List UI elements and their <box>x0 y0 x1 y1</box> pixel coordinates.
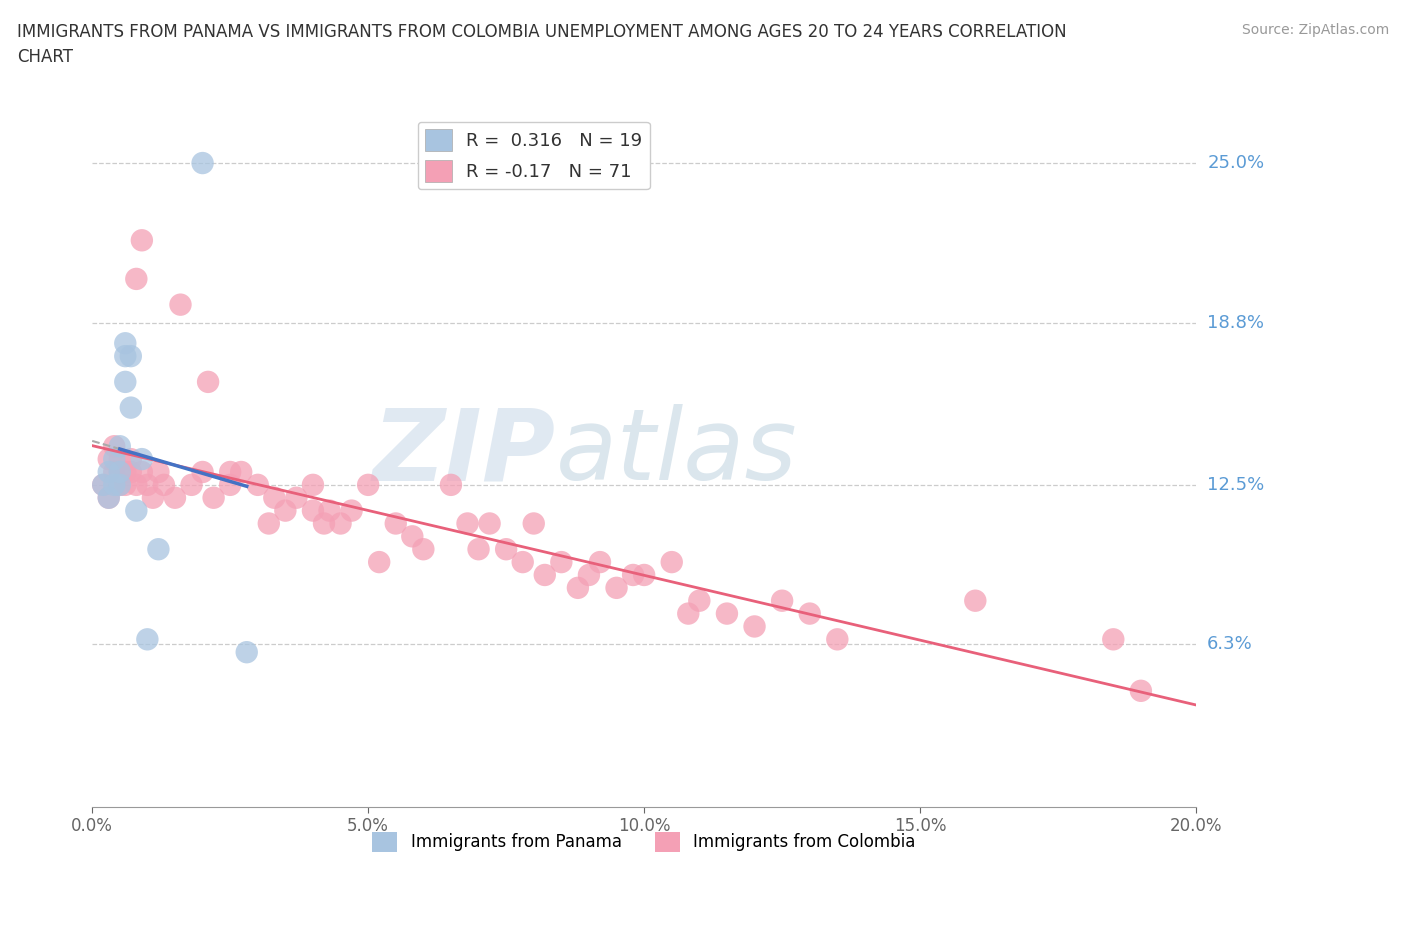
Point <box>103 465 125 480</box>
Point <box>163 490 186 505</box>
Point <box>108 465 131 480</box>
Point <box>103 452 125 467</box>
Point <box>136 631 159 646</box>
Text: Source: ZipAtlas.com: Source: ZipAtlas.com <box>1241 23 1389 37</box>
Point <box>384 516 406 531</box>
Point <box>567 580 589 595</box>
Point <box>114 349 136 364</box>
Point <box>231 465 253 480</box>
Point <box>716 606 738 621</box>
Point <box>108 477 131 492</box>
Point <box>131 232 153 247</box>
Point <box>120 400 142 415</box>
Point <box>108 465 131 480</box>
Point <box>120 452 142 467</box>
Point <box>108 477 131 492</box>
Point <box>97 490 120 505</box>
Point <box>457 516 479 531</box>
Point <box>114 465 136 480</box>
Text: 12.5%: 12.5% <box>1208 476 1264 494</box>
Text: atlas: atlas <box>555 405 797 501</box>
Point <box>97 490 120 505</box>
Text: ZIP: ZIP <box>373 405 555 501</box>
Legend: Immigrants from Panama, Immigrants from Colombia: Immigrants from Panama, Immigrants from … <box>366 825 922 858</box>
Text: IMMIGRANTS FROM PANAMA VS IMMIGRANTS FROM COLOMBIA UNEMPLOYMENT AMONG AGES 20 TO: IMMIGRANTS FROM PANAMA VS IMMIGRANTS FRO… <box>17 23 1067 66</box>
Point <box>318 503 340 518</box>
Point <box>965 593 987 608</box>
Point <box>1129 684 1152 698</box>
Point <box>191 465 214 480</box>
Point <box>103 439 125 454</box>
Point <box>340 503 363 518</box>
Point <box>495 542 517 557</box>
Point <box>799 606 821 621</box>
Point <box>108 452 131 467</box>
Point <box>329 516 352 531</box>
Point <box>263 490 285 505</box>
Point <box>120 349 142 364</box>
Point <box>235 644 257 659</box>
Point <box>219 477 242 492</box>
Point <box>412 542 434 557</box>
Point <box>114 336 136 351</box>
Point <box>91 477 114 492</box>
Text: 6.3%: 6.3% <box>1208 635 1253 654</box>
Point <box>131 465 153 480</box>
Point <box>97 465 120 480</box>
Point <box>180 477 202 492</box>
Point <box>533 567 555 582</box>
Point <box>125 272 148 286</box>
Point <box>312 516 335 531</box>
Point <box>661 554 683 569</box>
Point <box>302 477 325 492</box>
Point <box>274 503 297 518</box>
Point <box>197 375 219 390</box>
Text: 25.0%: 25.0% <box>1208 154 1264 172</box>
Point <box>401 529 423 544</box>
Point <box>744 619 766 634</box>
Point <box>169 298 191 312</box>
Point <box>120 465 142 480</box>
Point <box>621 567 644 582</box>
Point <box>108 439 131 454</box>
Point <box>246 477 269 492</box>
Point <box>153 477 176 492</box>
Point <box>550 554 572 569</box>
Point <box>114 375 136 390</box>
Point <box>512 554 534 569</box>
Point <box>148 465 170 480</box>
Point <box>357 477 380 492</box>
Point <box>688 593 710 608</box>
Point <box>478 516 501 531</box>
Point <box>678 606 700 621</box>
Point <box>131 452 153 467</box>
Point <box>440 477 463 492</box>
Point <box>827 631 849 646</box>
Point <box>1102 631 1125 646</box>
Point <box>202 490 225 505</box>
Point <box>219 465 242 480</box>
Point <box>136 477 159 492</box>
Text: 18.8%: 18.8% <box>1208 313 1264 332</box>
Point <box>103 477 125 492</box>
Point <box>606 580 628 595</box>
Point <box>148 542 170 557</box>
Point <box>368 554 391 569</box>
Point <box>114 477 136 492</box>
Point <box>125 503 148 518</box>
Point <box>91 477 114 492</box>
Point <box>142 490 165 505</box>
Point <box>97 452 120 467</box>
Point <box>467 542 489 557</box>
Point <box>578 567 600 582</box>
Point <box>523 516 546 531</box>
Point <box>770 593 793 608</box>
Point <box>257 516 280 531</box>
Point <box>191 155 214 170</box>
Point <box>589 554 612 569</box>
Point <box>125 477 148 492</box>
Point <box>302 503 325 518</box>
Point <box>633 567 655 582</box>
Point <box>285 490 308 505</box>
